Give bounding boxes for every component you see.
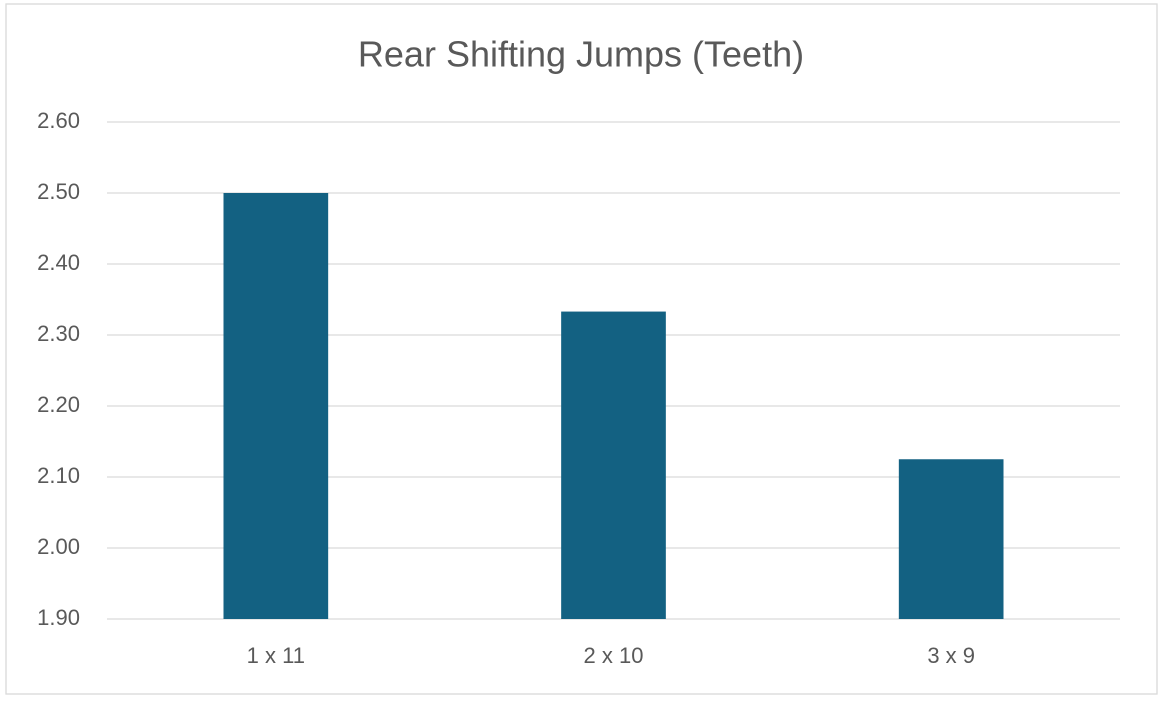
bar xyxy=(223,193,329,619)
x-tick-label: 1 x 11 xyxy=(247,643,305,668)
x-tick-label: 3 x 9 xyxy=(927,643,975,668)
y-tick-label: 2.00 xyxy=(37,534,80,559)
y-tick-label: 2.50 xyxy=(37,179,80,204)
y-tick-label: 2.30 xyxy=(37,321,80,346)
y-tick-label: 2.10 xyxy=(37,463,80,488)
chart-title: Rear Shifting Jumps (Teeth) xyxy=(358,34,804,75)
y-tick-label: 2.60 xyxy=(37,108,80,133)
bar xyxy=(561,311,666,619)
x-tick-label: 2 x 10 xyxy=(584,643,644,668)
y-tick-label: 2.20 xyxy=(37,392,80,417)
y-tick-label: 2.40 xyxy=(37,250,80,275)
y-tick-label: 1.90 xyxy=(37,605,80,630)
bar xyxy=(898,459,1004,619)
